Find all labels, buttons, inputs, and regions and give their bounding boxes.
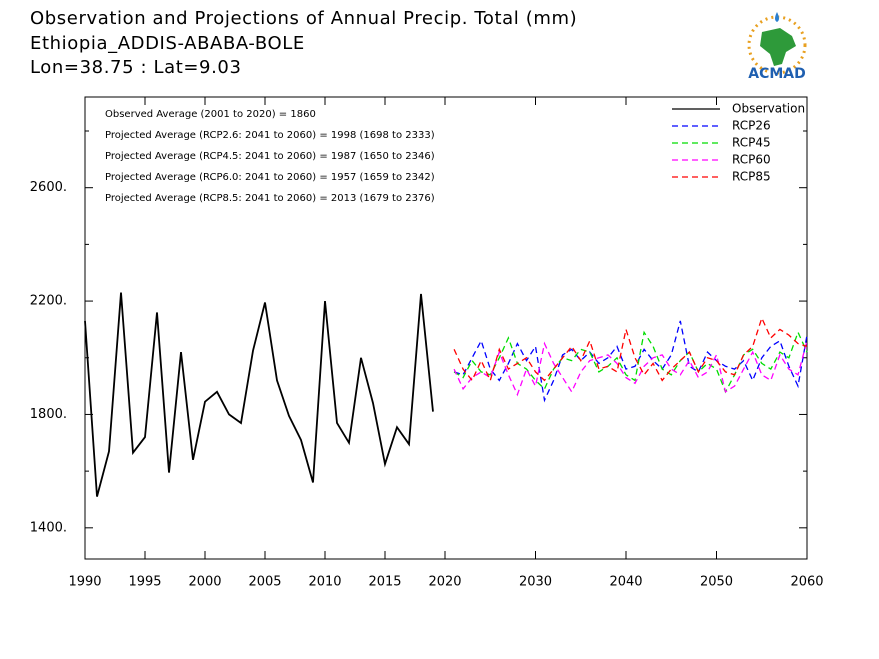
x-tick-label: 1990 bbox=[68, 575, 101, 590]
logo-africa bbox=[760, 28, 796, 66]
series-line bbox=[453, 340, 808, 397]
y-tick-label: 1400. bbox=[30, 520, 67, 535]
annotation: Projected Average (RCP8.5: 2041 to 2060)… bbox=[105, 193, 435, 204]
annotation: Projected Average (RCP4.5: 2041 to 2060)… bbox=[105, 151, 435, 162]
x-tick-label: 2030 bbox=[519, 575, 552, 590]
annotation: Projected Average (RCP2.6: 2041 to 2060)… bbox=[105, 130, 435, 141]
y-tick-label: 2200. bbox=[30, 294, 67, 309]
logo-ring bbox=[747, 15, 807, 75]
x-tick-label: 2060 bbox=[790, 575, 823, 590]
x-tick-label: 2040 bbox=[609, 575, 642, 590]
x-tick-label: 2020 bbox=[428, 575, 461, 590]
logo: ACMAD bbox=[747, 12, 807, 82]
y-tick-label: 2600. bbox=[30, 180, 67, 195]
x-tick-label: 1995 bbox=[128, 575, 161, 590]
chart-subtitle: Lon=38.75 : Lat=9.03 bbox=[30, 57, 242, 78]
legend-label: RCP45 bbox=[732, 136, 771, 150]
chart-title: Observation and Projections of Annual Pr… bbox=[30, 8, 577, 29]
annotation: Observed Average (2001 to 2020) = 1860 bbox=[105, 109, 316, 120]
x-tick-label: 2000 bbox=[188, 575, 221, 590]
y-tick-label: 1800. bbox=[30, 407, 67, 422]
x-tick-label: 2005 bbox=[248, 575, 281, 590]
series-line bbox=[453, 320, 808, 403]
series-line bbox=[453, 316, 808, 383]
legend-label: RCP60 bbox=[732, 153, 771, 167]
legend-label: RCP26 bbox=[732, 119, 771, 133]
logo-text: ACMAD bbox=[748, 66, 806, 82]
annotation: Projected Average (RCP6.0: 2041 to 2060)… bbox=[105, 172, 435, 183]
series-line bbox=[84, 292, 434, 497]
x-tick-label: 2010 bbox=[308, 575, 341, 590]
x-tick-label: 2015 bbox=[368, 575, 401, 590]
legend-label: Observation bbox=[732, 102, 805, 116]
chart-subtitle: Ethiopia_ADDIS-ABABA-BOLE bbox=[30, 33, 305, 54]
x-tick-label: 2050 bbox=[700, 575, 733, 590]
logo-drop bbox=[775, 12, 779, 22]
legend-label: RCP85 bbox=[732, 170, 771, 184]
